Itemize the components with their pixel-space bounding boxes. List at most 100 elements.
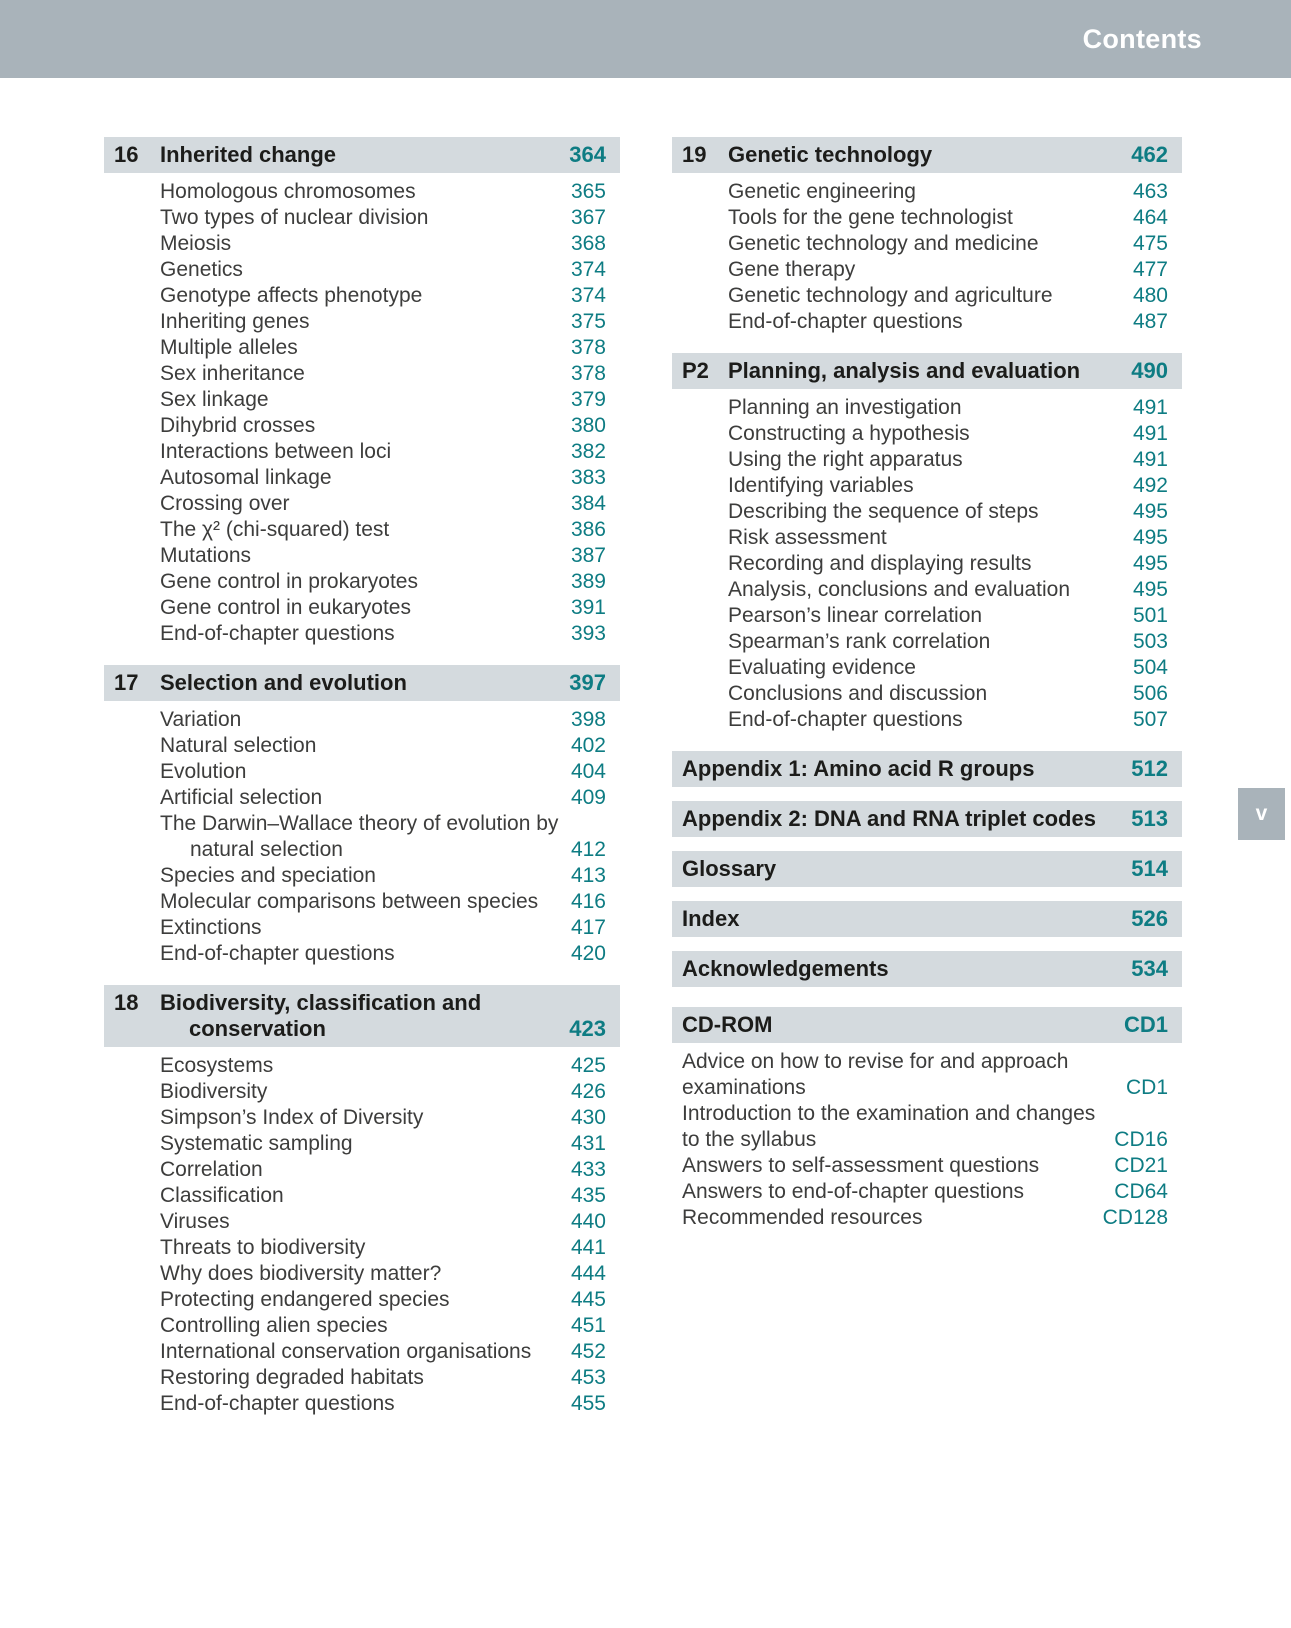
toc-entry-page: 455: [570, 1392, 606, 1415]
toc-entry-line-1: The χ² (chi-squared) test: [160, 518, 390, 541]
toc-entry-label: Spearman’s rank correlation: [728, 629, 1133, 655]
section-heading: Appendix 2: DNA and RNA triplet codes 513: [672, 801, 1182, 837]
toc-entry-line-1: Biodiversity: [160, 1080, 268, 1103]
toc-entry-label: Two types of nuclear division: [160, 205, 571, 231]
section-page-number: 423: [569, 1016, 606, 1041]
toc-entry: Sex inheritance 378: [160, 361, 620, 387]
section-title: Appendix 2: DNA and RNA triplet codes: [682, 806, 1131, 832]
toc-entry-line-1: Genetic engineering: [728, 180, 916, 203]
toc-entry-page: 433: [570, 1158, 606, 1181]
toc-entry: Genetic engineering 463: [728, 179, 1182, 205]
toc-entry: Evaluating evidence 504: [728, 655, 1182, 681]
toc-entry-line-1: Recording and displaying results: [728, 552, 1032, 575]
page-number-label: v: [1255, 802, 1268, 825]
toc-entry-line-1: Evolution: [160, 760, 247, 783]
toc-entry-page: 378: [570, 362, 606, 385]
toc-entry-label: Crossing over: [160, 491, 571, 517]
toc-entry-line-1: Molecular comparisons between species: [160, 890, 539, 913]
toc-entry-label: Genetics: [160, 257, 571, 283]
toc-entry-label: Systematic sampling: [160, 1131, 571, 1157]
toc-entry-label: Why does biodiversity matter?: [160, 1261, 571, 1287]
toc-entry-line-1: End-of-chapter questions: [160, 942, 395, 965]
toc-entry: Gene therapy 477: [728, 257, 1182, 283]
toc-entry-line-1: Gene control in prokaryotes: [160, 570, 418, 593]
section-title: Acknowledgements: [682, 956, 1131, 982]
toc-entry-label: Conclusions and discussion: [728, 681, 1133, 707]
toc-entry-line-1: Variation: [160, 708, 242, 731]
toc-entry-page: CD21: [1114, 1154, 1168, 1177]
page-header: Contents: [0, 0, 1291, 78]
toc-entry: Using the right apparatus 491: [728, 447, 1182, 473]
toc-entry-label: Meiosis: [160, 231, 571, 257]
toc-entry-page: 367: [570, 206, 606, 229]
toc-entry-label: The Darwin–Wallace theory of evolution b…: [160, 811, 571, 863]
chapter-title: Planning, analysis and evaluation: [728, 358, 1131, 384]
toc-item-list: Advice on how to revise for and approach…: [682, 1049, 1182, 1231]
title-line-1: Acknowledgements: [682, 956, 889, 981]
toc-entry-page: 464: [1132, 206, 1168, 229]
toc-entry-line-1: Why does biodiversity matter?: [160, 1262, 442, 1285]
section-page-number: 514: [1131, 856, 1168, 881]
toc-entry-line-1: International conservation organisations: [160, 1340, 532, 1363]
toc-entry: Planning an investigation 491: [728, 395, 1182, 421]
toc-entry-page: CD128: [1102, 1206, 1168, 1229]
chapter-heading: P2 Planning, analysis and evaluation 490: [672, 353, 1182, 389]
toc-entry-line-1: Threats to biodiversity: [160, 1236, 366, 1259]
toc-entry: Advice on how to revise for and approach…: [682, 1049, 1182, 1101]
toc-entry-page: 393: [570, 622, 606, 645]
toc-entry-page: 425: [570, 1054, 606, 1077]
chapter-number: 18: [114, 990, 139, 1015]
toc-entry-page: 477: [1132, 258, 1168, 281]
toc-entry-label: Describing the sequence of steps: [728, 499, 1133, 525]
toc-entry-page: 453: [570, 1366, 606, 1389]
toc-entry: End-of-chapter questions 420: [160, 941, 620, 967]
toc-entry-line-2: natural selection: [190, 838, 343, 861]
section-page-number: CD1: [1123, 1012, 1168, 1037]
page-title: Contents: [1082, 23, 1202, 54]
section-title: CD-ROM: [682, 1012, 1124, 1038]
toc-entry: Introduction to the examination and chan…: [682, 1101, 1182, 1153]
section-page-number: 512: [1131, 756, 1168, 781]
toc-entry-label: Protecting endangered species: [160, 1287, 571, 1313]
toc-entry-label: Mutations: [160, 543, 571, 569]
toc-entry: Spearman’s rank correlation 503: [728, 629, 1182, 655]
title-line-1: Genetic technology: [728, 142, 933, 167]
page-number-tab: v: [1238, 788, 1285, 840]
toc-entry-line-2: examinations: [682, 1076, 806, 1099]
toc-entry-line-1: Analysis, conclusions and evaluation: [728, 578, 1071, 601]
section-heading: CD-ROM CD1: [672, 1007, 1182, 1043]
toc-entry-page: 375: [570, 310, 606, 333]
toc-column-left: 16 Inherited change 364 Homologous chromoso…: [104, 137, 620, 1435]
toc-entry-label: Tools for the gene technologist: [728, 205, 1133, 231]
toc-entry-page: 413: [570, 864, 606, 887]
toc-entry-page: 384: [570, 492, 606, 515]
toc-entry-line-1: Gene therapy: [728, 258, 856, 281]
toc-entry-line-1: Describing the sequence of steps: [728, 500, 1039, 523]
toc-entry-page: 503: [1132, 630, 1168, 653]
toc-entry-page: 491: [1132, 448, 1168, 471]
section-page-number: 513: [1131, 806, 1168, 831]
toc-entry-label: Species and speciation: [160, 863, 571, 889]
toc-entry: Conclusions and discussion 506: [728, 681, 1182, 707]
toc-entry-label: Pearson’s linear correlation: [728, 603, 1133, 629]
toc-entry-line-1: Viruses: [160, 1210, 230, 1233]
toc-entry: Describing the sequence of steps 495: [728, 499, 1182, 525]
chapter-title: Biodiversity, classification and conserva…: [160, 990, 569, 1042]
toc-entry-page: 440: [570, 1210, 606, 1233]
toc-entry-label: Homologous chromosomes: [160, 179, 571, 205]
toc-entry-label: Advice on how to revise for and approach…: [682, 1049, 1126, 1101]
toc-entry-label: End-of-chapter questions: [160, 621, 571, 647]
toc-entry: Analysis, conclusions and evaluation 495: [728, 577, 1182, 603]
toc-entry-label: Gene therapy: [728, 257, 1133, 283]
toc-entry-label: Answers to end-of-chapter questions: [682, 1179, 1114, 1205]
toc-entry-page: 491: [1132, 422, 1168, 445]
title-line-2: conservation: [189, 1016, 326, 1041]
toc-entry: Recommended resources CD128: [682, 1205, 1182, 1231]
toc-entry: Crossing over 384: [160, 491, 620, 517]
toc-entry: Gene control in prokaryotes 389: [160, 569, 620, 595]
section-heading: Appendix 1: Amino acid R groups 512: [672, 751, 1182, 787]
toc-entry-label: Variation: [160, 707, 571, 733]
toc-entry-page: 495: [1132, 526, 1168, 549]
toc-entry-line-1: Identifying variables: [728, 474, 914, 497]
